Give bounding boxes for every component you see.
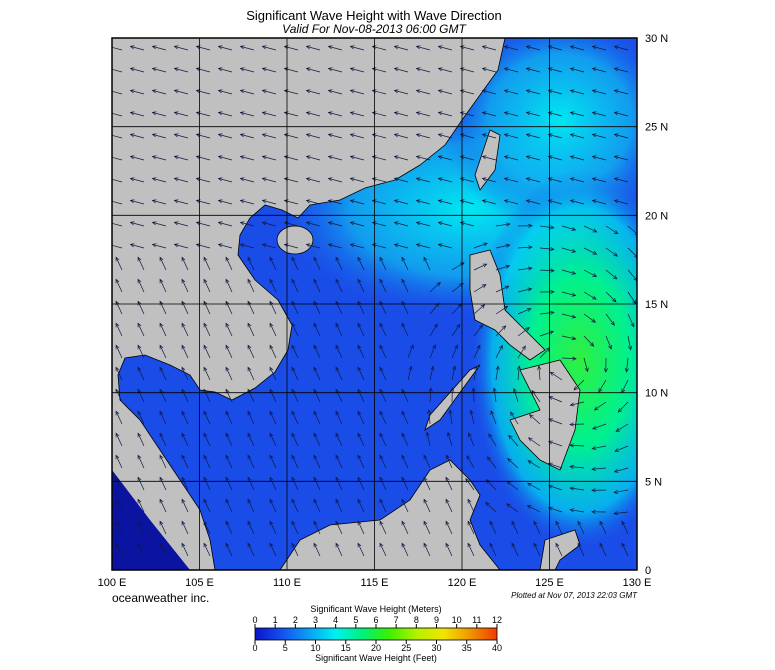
lon-label: 130 E [623,577,652,589]
colorbar-title-feet: Significant Wave Height (Feet) [315,653,437,663]
meter-tick-label: 12 [492,615,502,625]
map-area [108,10,690,570]
colorbar-title-meters: Significant Wave Height (Meters) [310,604,441,614]
feet-tick-label: 35 [462,643,472,653]
feet-tick-label: 5 [283,643,288,653]
map-title: Significant Wave Height with Wave Direct… [246,8,502,23]
colorbar [255,628,497,640]
feet-tick-label: 40 [492,643,502,653]
meter-tick-label: 6 [373,615,378,625]
feet-tick-label: 10 [310,643,320,653]
ocean-storm [470,170,690,550]
meter-tick-label: 3 [313,615,318,625]
meter-tick-label: 9 [434,615,439,625]
meter-tick-label: 4 [333,615,338,625]
credit: oceanweather inc. [112,591,209,605]
lat-label: 0 [645,565,651,577]
lat-label: 15 N [645,299,668,311]
lat-label: 5 N [645,476,662,488]
map-subtitle: Valid For Nov-08-2013 06:00 GMT [282,22,467,36]
lat-label: 25 N [645,122,668,134]
meter-tick-label: 5 [353,615,358,625]
meter-tick-label: 2 [293,615,298,625]
feet-tick-label: 20 [371,643,381,653]
plot-time: Plotted at Nov 07, 2013 22:03 GMT [511,591,638,600]
lon-label: 110 E [273,577,301,589]
meter-tick-label: 8 [414,615,419,625]
feet-tick-label: 0 [252,643,257,653]
meter-tick-label: 11 [472,615,481,625]
lon-label: 120 E [448,577,477,589]
feet-tick-label: 30 [431,643,441,653]
meter-tick-label: 10 [452,615,462,625]
lat-label: 10 N [645,388,668,400]
lon-label: 115 E [361,577,389,589]
lon-label: 125 E [535,577,564,589]
meter-tick-label: 1 [273,615,278,625]
feet-tick-label: 25 [401,643,411,653]
lat-label: 30 N [645,33,668,45]
feet-tick-label: 15 [341,643,351,653]
land-hainan [277,226,313,254]
meter-tick-label: 0 [252,615,257,625]
lat-label: 20 N [645,210,668,222]
lon-label: 100 E [98,577,127,589]
meter-tick-label: 7 [394,615,399,625]
lon-label: 105 E [185,577,214,589]
